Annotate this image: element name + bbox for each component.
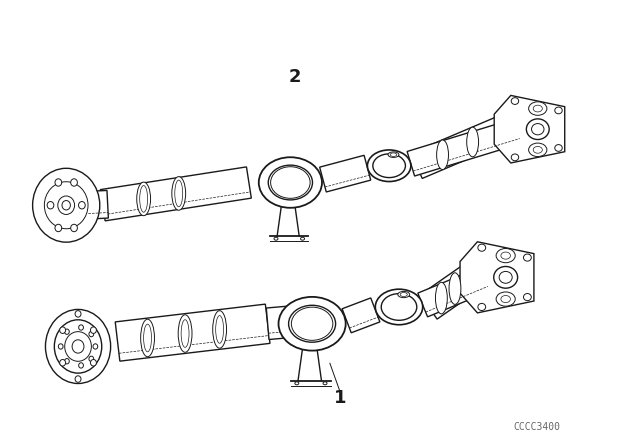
Ellipse shape <box>58 344 63 349</box>
Ellipse shape <box>216 315 223 343</box>
Ellipse shape <box>400 293 407 297</box>
Ellipse shape <box>301 237 305 240</box>
Ellipse shape <box>89 356 93 362</box>
Ellipse shape <box>44 182 88 229</box>
Ellipse shape <box>137 182 150 215</box>
Ellipse shape <box>323 382 327 385</box>
Ellipse shape <box>501 296 511 302</box>
Ellipse shape <box>381 293 417 320</box>
Polygon shape <box>342 298 380 333</box>
Polygon shape <box>266 305 303 340</box>
Ellipse shape <box>496 249 515 263</box>
Ellipse shape <box>54 320 102 373</box>
Ellipse shape <box>65 329 69 334</box>
Ellipse shape <box>47 202 54 209</box>
Ellipse shape <box>90 359 97 366</box>
Ellipse shape <box>436 140 449 170</box>
Ellipse shape <box>65 358 69 364</box>
Ellipse shape <box>449 273 461 304</box>
Ellipse shape <box>143 324 152 352</box>
Ellipse shape <box>259 157 322 208</box>
Polygon shape <box>100 167 252 221</box>
Ellipse shape <box>390 153 397 156</box>
Ellipse shape <box>89 332 93 337</box>
Ellipse shape <box>70 179 77 186</box>
Ellipse shape <box>373 154 405 177</box>
Ellipse shape <box>478 244 486 251</box>
Ellipse shape <box>524 254 531 261</box>
Ellipse shape <box>278 297 346 351</box>
Ellipse shape <box>478 303 486 310</box>
Ellipse shape <box>141 319 154 357</box>
Ellipse shape <box>532 124 544 135</box>
Polygon shape <box>494 95 564 163</box>
Ellipse shape <box>291 307 333 340</box>
Ellipse shape <box>90 327 97 333</box>
Text: CCCC3400: CCCC3400 <box>514 422 561 432</box>
Text: 2: 2 <box>289 68 301 86</box>
Polygon shape <box>319 155 371 192</box>
Ellipse shape <box>271 167 310 198</box>
Ellipse shape <box>45 310 111 383</box>
Ellipse shape <box>496 292 515 306</box>
Ellipse shape <box>75 376 81 382</box>
Polygon shape <box>418 267 490 317</box>
Ellipse shape <box>511 98 518 104</box>
Ellipse shape <box>526 119 549 139</box>
Ellipse shape <box>295 382 299 385</box>
Ellipse shape <box>60 327 66 333</box>
Ellipse shape <box>268 165 312 200</box>
Ellipse shape <box>172 177 186 210</box>
Ellipse shape <box>499 271 512 283</box>
Polygon shape <box>87 190 108 219</box>
Ellipse shape <box>467 127 479 157</box>
Text: 1: 1 <box>333 389 346 407</box>
Ellipse shape <box>388 152 399 157</box>
Ellipse shape <box>501 252 511 259</box>
Ellipse shape <box>493 267 518 288</box>
Ellipse shape <box>435 282 447 314</box>
Ellipse shape <box>55 224 61 232</box>
Polygon shape <box>407 119 521 176</box>
Polygon shape <box>115 304 270 361</box>
Ellipse shape <box>181 320 189 347</box>
Ellipse shape <box>178 315 192 352</box>
Ellipse shape <box>533 105 542 112</box>
Ellipse shape <box>93 344 98 349</box>
Ellipse shape <box>398 291 410 297</box>
Ellipse shape <box>555 107 562 114</box>
Ellipse shape <box>33 168 100 242</box>
Ellipse shape <box>175 180 182 207</box>
Ellipse shape <box>75 310 81 317</box>
Ellipse shape <box>60 359 66 366</box>
Polygon shape <box>460 242 534 313</box>
Ellipse shape <box>65 332 92 361</box>
Ellipse shape <box>72 340 84 353</box>
Ellipse shape <box>55 179 61 186</box>
Ellipse shape <box>79 363 83 368</box>
Ellipse shape <box>511 154 518 161</box>
Ellipse shape <box>70 224 77 232</box>
Ellipse shape <box>367 150 411 181</box>
Ellipse shape <box>62 201 70 210</box>
Polygon shape <box>420 265 479 319</box>
Ellipse shape <box>212 310 227 348</box>
Polygon shape <box>412 116 508 178</box>
Ellipse shape <box>58 196 75 215</box>
Ellipse shape <box>79 325 83 330</box>
Ellipse shape <box>274 237 278 240</box>
Ellipse shape <box>555 145 562 151</box>
Ellipse shape <box>533 146 542 153</box>
Ellipse shape <box>529 143 547 157</box>
Ellipse shape <box>79 202 85 209</box>
Ellipse shape <box>524 293 531 301</box>
Ellipse shape <box>375 289 422 325</box>
Ellipse shape <box>529 102 547 115</box>
Ellipse shape <box>140 185 148 212</box>
Ellipse shape <box>289 305 335 342</box>
